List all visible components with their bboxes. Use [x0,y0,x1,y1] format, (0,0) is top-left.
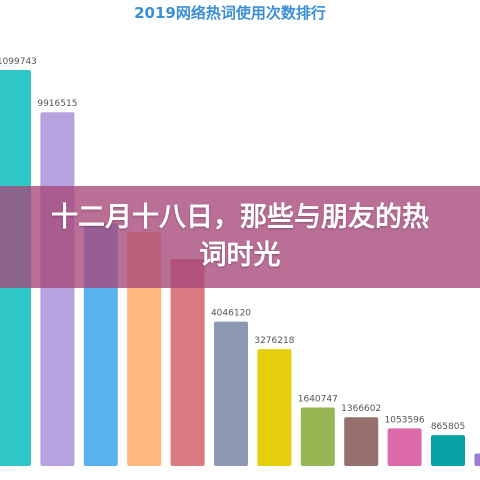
bar-value-label: 11099743 [0,57,37,67]
bar-4 [127,232,162,466]
bar-7 [257,349,292,466]
bar-11 [431,435,465,466]
bar-2 [40,112,75,466]
bar-value-label: 865805 [431,422,465,432]
headline-banner: 十二月十八日，那些与朋友的热词时光 [0,186,480,288]
bar-value-label: 9916515 [37,99,77,109]
bar-value-label: 1640747 [298,395,338,405]
bar-value-label: 1053596 [385,415,425,425]
bar-6 [214,321,248,466]
bar-value-label: 3276218 [254,336,294,346]
bar-5 [170,259,205,466]
bar-value-label: 4046120 [211,309,251,319]
bar-12 [474,453,480,466]
bar-9 [344,417,379,466]
bar-10 [387,428,422,466]
bar-value-label: 1366602 [341,404,381,414]
chart-title: 2019网络热词使用次数排行 [134,4,326,22]
bar-8 [300,407,335,466]
headline-text: 十二月十八日，那些与朋友的热词时光 [51,202,429,271]
